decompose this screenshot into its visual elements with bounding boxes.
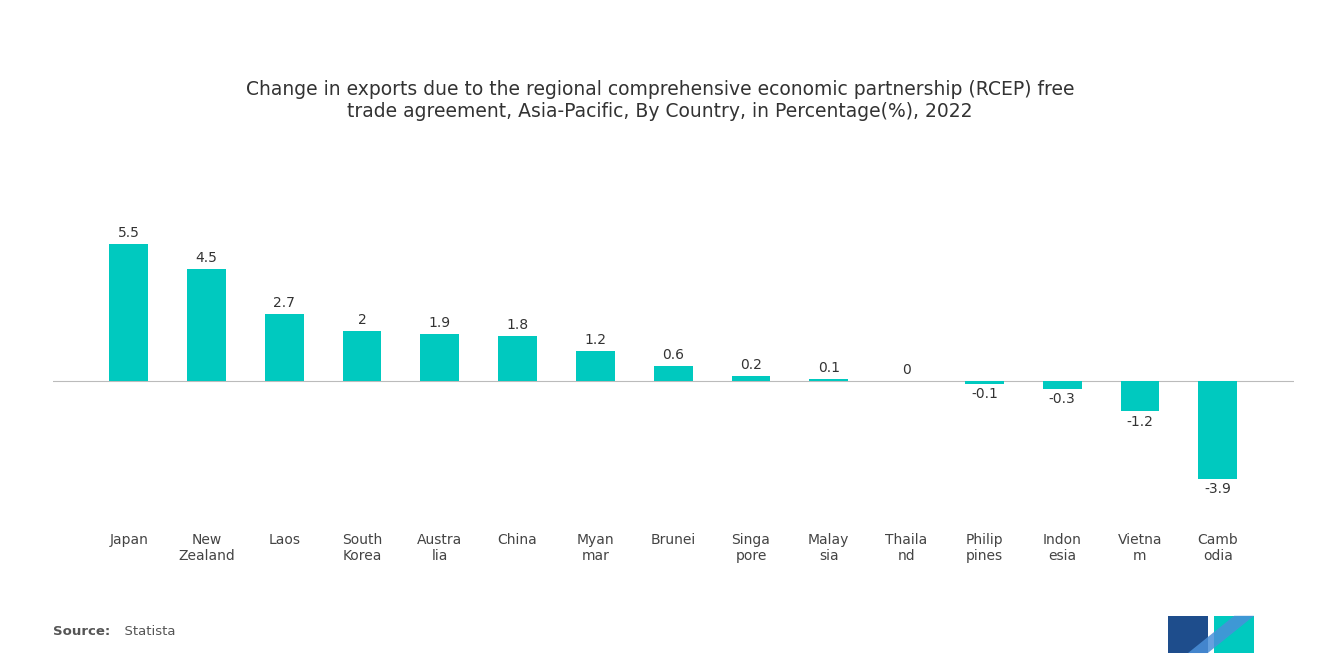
Bar	[110, 243, 148, 381]
Bar	[653, 366, 693, 381]
Text: 0.6: 0.6	[663, 348, 684, 362]
Bar	[1121, 381, 1159, 411]
Text: Change in exports due to the regional comprehensive economic partnership (RCEP) : Change in exports due to the regional co…	[246, 80, 1074, 121]
Text: Source:: Source:	[53, 625, 110, 638]
Text: 1.2: 1.2	[585, 333, 606, 347]
Bar	[576, 351, 615, 381]
Text: Statista: Statista	[116, 625, 176, 638]
Bar	[187, 269, 226, 381]
Text: 1.9: 1.9	[429, 316, 451, 330]
Bar	[731, 376, 771, 381]
Bar	[809, 378, 849, 381]
Text: 0.1: 0.1	[818, 361, 840, 375]
Polygon shape	[1214, 616, 1254, 653]
Bar	[1043, 381, 1081, 389]
Bar	[498, 336, 537, 381]
Polygon shape	[1188, 616, 1254, 653]
Bar	[1199, 381, 1237, 479]
Text: 2.7: 2.7	[273, 296, 296, 310]
Bar	[420, 334, 459, 381]
Text: 1.8: 1.8	[507, 319, 529, 332]
Text: 0: 0	[902, 364, 911, 378]
Text: 0.2: 0.2	[741, 358, 762, 372]
Text: -0.3: -0.3	[1049, 392, 1076, 406]
Bar	[265, 314, 304, 381]
Polygon shape	[1168, 616, 1208, 653]
Text: 4.5: 4.5	[195, 251, 218, 265]
Bar	[965, 381, 1003, 384]
Text: -0.1: -0.1	[972, 388, 998, 402]
Bar	[343, 331, 381, 381]
Text: 2: 2	[358, 313, 367, 327]
Text: 5.5: 5.5	[117, 226, 140, 240]
Text: -1.2: -1.2	[1126, 415, 1154, 429]
Text: -3.9: -3.9	[1204, 482, 1232, 497]
